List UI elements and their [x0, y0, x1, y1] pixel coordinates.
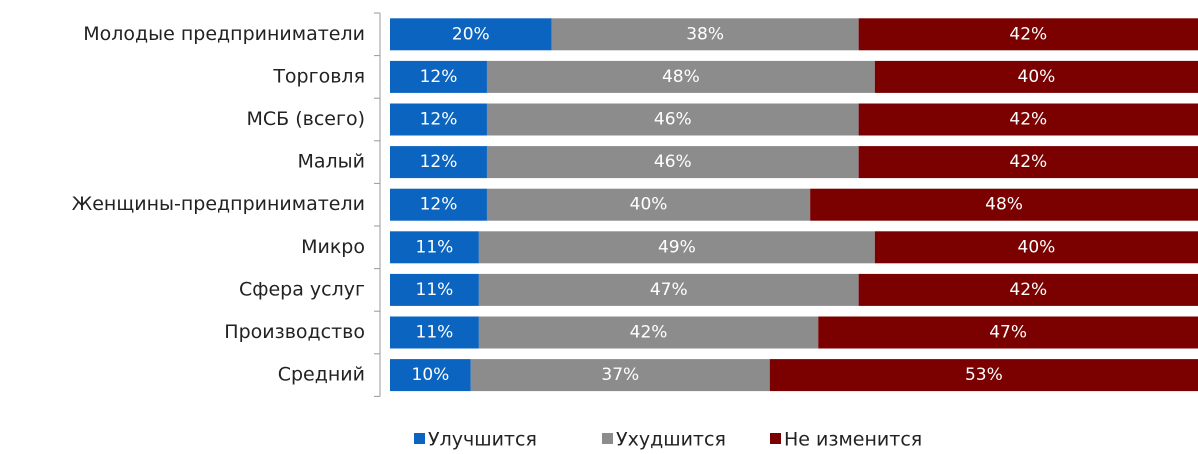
- data-label: 42%: [1009, 110, 1047, 130]
- bar-segment: [858, 146, 1198, 179]
- category-label: Торговля: [272, 65, 365, 87]
- data-label: 40%: [1018, 67, 1056, 87]
- data-label: 11%: [416, 237, 454, 257]
- legend-swatch: [770, 433, 781, 444]
- bar-segment: [390, 316, 479, 349]
- category-label: Средний: [278, 364, 365, 386]
- legend-swatch: [602, 433, 613, 444]
- category-label: Сфера услуг: [239, 278, 365, 300]
- bar-segment: [858, 18, 1198, 51]
- bar-segment: [390, 18, 552, 51]
- category-label: Молодые предприниматели: [83, 23, 365, 45]
- bar-segment: [874, 231, 1198, 264]
- data-label: 11%: [416, 323, 454, 343]
- bar-segment: [858, 273, 1198, 306]
- bar-segment: [551, 18, 859, 51]
- data-label: 49%: [658, 237, 696, 257]
- bar-segment: [478, 231, 875, 264]
- bar-segment: [478, 273, 859, 306]
- category-label: Женщины-предприниматели: [72, 193, 365, 215]
- category-label: Микро: [301, 236, 365, 258]
- bar-segment: [390, 231, 479, 264]
- data-label: 40%: [630, 195, 668, 215]
- legend-swatch: [414, 433, 425, 444]
- data-label: 53%: [965, 365, 1003, 385]
- legend-label: Не изменится: [784, 429, 922, 451]
- data-label: 48%: [985, 195, 1023, 215]
- bar-segment: [769, 359, 1198, 392]
- bar-segment: [390, 103, 487, 136]
- data-label: 12%: [420, 110, 458, 130]
- bar-segment: [390, 273, 479, 306]
- bar-segment: [486, 188, 811, 221]
- data-label: 42%: [1009, 280, 1047, 300]
- data-label: 46%: [654, 152, 692, 172]
- legend-label: Ухудшится: [616, 429, 726, 451]
- data-label: 42%: [1009, 24, 1047, 44]
- bar-segment: [390, 188, 487, 221]
- data-label: 47%: [989, 323, 1027, 343]
- bar-segment: [486, 146, 859, 179]
- data-label: 10%: [412, 365, 450, 385]
- bar-segment: [390, 359, 471, 392]
- legend-label: Улучшится: [428, 429, 537, 451]
- data-label: 11%: [416, 280, 454, 300]
- data-label: 48%: [662, 67, 700, 87]
- bar-segment: [486, 60, 875, 93]
- category-label: МСБ (всего): [247, 108, 366, 130]
- data-label: 37%: [601, 365, 639, 385]
- data-label: 42%: [630, 323, 668, 343]
- bar-segment: [486, 103, 859, 136]
- data-label: 12%: [420, 67, 458, 87]
- bar-segment: [470, 359, 770, 392]
- data-label: 20%: [452, 24, 490, 44]
- bar-segment: [810, 188, 1198, 221]
- bar-segment: [390, 60, 487, 93]
- bar-segment: [390, 146, 487, 179]
- data-label: 46%: [654, 110, 692, 130]
- data-label: 38%: [686, 24, 724, 44]
- data-label: 42%: [1009, 152, 1047, 172]
- bar-segment: [478, 316, 819, 349]
- category-label: Производство: [224, 321, 365, 343]
- data-label: 12%: [420, 195, 458, 215]
- bar-segment: [874, 60, 1198, 93]
- category-label: Малый: [297, 151, 365, 173]
- data-label: 12%: [420, 152, 458, 172]
- bar-segment: [858, 103, 1198, 136]
- bar-segment: [818, 316, 1198, 349]
- data-label: 40%: [1018, 237, 1056, 257]
- data-label: 47%: [650, 280, 688, 300]
